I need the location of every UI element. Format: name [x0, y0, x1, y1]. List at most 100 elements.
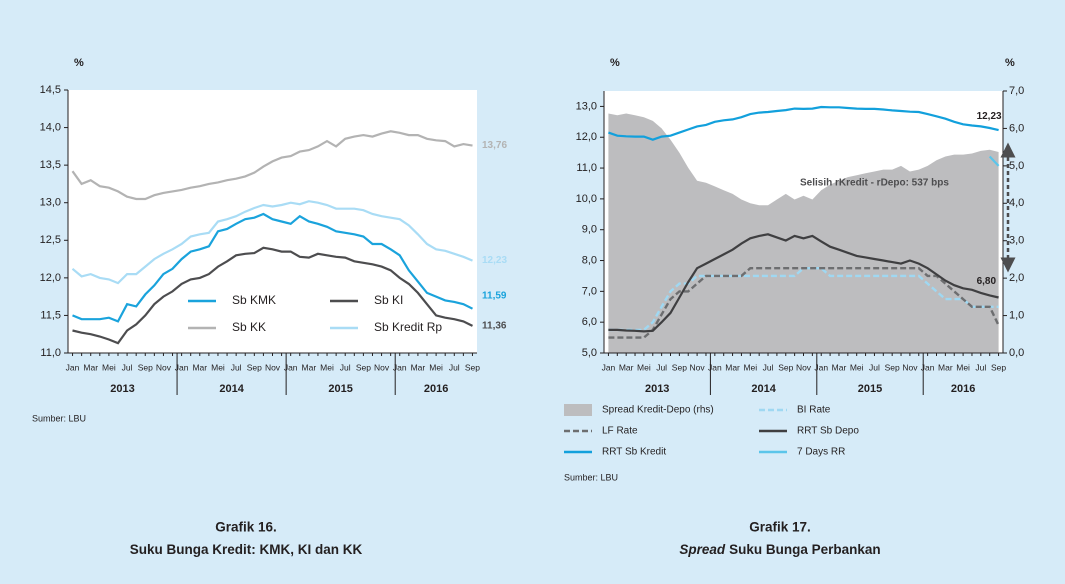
caption-title: Suku Bunga Kredit: KMK, KI dan KK — [130, 542, 363, 557]
y-unit: % — [74, 57, 84, 69]
line — [71, 130, 473, 201]
legend-label: Sb Kredit Rp — [374, 320, 442, 334]
x-tick-label: Mar — [938, 362, 953, 372]
y-tick-label: 12,5 — [40, 234, 61, 246]
caption-title: Spread Suku Bunga Perbankan — [679, 542, 880, 557]
x-tick-label: Sep — [138, 362, 153, 372]
x-tick-label: Sep — [778, 362, 793, 372]
caption-title-italic: Spread — [679, 542, 726, 557]
x-tick-label: Jan — [602, 362, 616, 372]
caption-title-text: Suku Bunga Kredit: KMK, KI dan KK — [130, 542, 363, 557]
area — [608, 113, 999, 353]
year-label: 2015 — [328, 383, 352, 395]
line — [608, 267, 1000, 339]
x-tick-label: Mei — [320, 362, 334, 372]
x-tick-label: Jul — [340, 362, 351, 372]
legend-label: LF Rate — [602, 426, 638, 437]
line — [608, 233, 999, 333]
annotation: Selisih rKredit - rDepo: 537 bps — [800, 178, 949, 189]
end-label: 12,23 — [482, 255, 507, 266]
year-label: 2016 — [951, 383, 975, 395]
y2-tick-label: 7,0 — [1009, 85, 1024, 97]
x-tick-label: Nov — [690, 362, 706, 372]
year-label: 2013 — [645, 383, 669, 395]
y-unit: % — [610, 57, 620, 69]
x-tick-label: Jul — [656, 362, 667, 372]
x-tick-label: Mei — [102, 362, 116, 372]
y-tick-label: 10,0 — [576, 193, 597, 205]
x-tick-label: Mar — [302, 362, 317, 372]
x-tick-label: Mar — [83, 362, 98, 372]
y-tick-label: 13,0 — [40, 197, 61, 209]
y2-tick-label: 4,0 — [1009, 197, 1024, 209]
x-tick-label: Sep — [885, 362, 900, 372]
x-tick-label: Mei — [637, 362, 651, 372]
x-tick-label: Jan — [921, 362, 935, 372]
year-label: 2015 — [858, 383, 882, 395]
x-tick-label: Mei — [850, 362, 864, 372]
x-tick-label: Sep — [465, 362, 480, 372]
plot-area — [68, 90, 477, 353]
x-tick-label: Sep — [247, 362, 262, 372]
x-tick-label: Nov — [374, 362, 390, 372]
y2-tick-label: 5,0 — [1009, 160, 1024, 172]
x-tick-label: Sep — [672, 362, 687, 372]
y-tick-label: 11,5 — [40, 309, 61, 321]
caption-title-text: Suku Bunga Perbankan — [729, 542, 881, 557]
x-tick-label: Jul — [449, 362, 460, 372]
x-tick-label: Jul — [975, 362, 986, 372]
y-tick-label: 8,0 — [582, 254, 597, 266]
year-label: 2016 — [424, 383, 448, 395]
year-label: 2014 — [751, 383, 776, 395]
x-tick-label: Nov — [902, 362, 918, 372]
year-label: 2013 — [110, 383, 134, 395]
y-tick-label: 14,5 — [40, 84, 61, 96]
x-tick-label: Jan — [175, 362, 189, 372]
y-tick-label: 5,0 — [582, 347, 597, 359]
x-tick-label: Sep — [356, 362, 371, 372]
y-tick-label: 14,0 — [40, 121, 61, 133]
y2-tick-label: 1,0 — [1009, 309, 1024, 321]
source: Sumber: LBU — [32, 413, 86, 423]
legend-swatch — [564, 404, 592, 416]
end-label: 13,76 — [482, 140, 507, 151]
legend-label: Sb KI — [374, 293, 403, 307]
end-label: 6,80 — [977, 276, 997, 287]
line — [71, 200, 473, 285]
x-tick-label: Mei — [743, 362, 757, 372]
end-label: 12,23 — [977, 111, 1002, 122]
source: Sumber: LBU — [564, 472, 618, 482]
x-tick-label: Jan — [393, 362, 407, 372]
x-tick-label: Jan — [708, 362, 722, 372]
x-tick-label: Mar — [832, 362, 847, 372]
y2-tick-label: 6,0 — [1009, 122, 1024, 134]
line — [608, 267, 999, 332]
y-tick-label: 12,0 — [576, 131, 597, 143]
y-tick-label: 12,0 — [40, 272, 61, 284]
x-tick-label: Mar — [725, 362, 740, 372]
line — [72, 246, 473, 345]
line — [72, 212, 473, 323]
y-tick-label: 13,5 — [40, 159, 61, 171]
x-tick-label: Jan — [284, 362, 298, 372]
x-tick-label: Sep — [991, 362, 1006, 372]
x-tick-label: Mar — [411, 362, 426, 372]
legend-label: BI Rate — [797, 405, 831, 416]
y-tick-label: 9,0 — [582, 224, 597, 236]
y2-tick-label: 0,0 — [1009, 347, 1024, 359]
x-tick-label: Mar — [192, 362, 207, 372]
legend-label: RRT Sb Kredit — [602, 447, 666, 458]
y-tick-label: 7,0 — [582, 285, 597, 297]
y2-tick-label: 3,0 — [1009, 235, 1024, 247]
x-tick-label: Nov — [796, 362, 812, 372]
legend-label: Spread Kredit-Depo (rhs) — [602, 405, 714, 416]
x-tick-label: Jan — [66, 362, 80, 372]
line — [608, 105, 999, 141]
end-label: 11,59 — [482, 290, 507, 301]
year-label: 2014 — [219, 383, 244, 395]
y2-unit: % — [1005, 57, 1015, 69]
legend-label: RRT Sb Depo — [797, 426, 859, 437]
x-tick-label: Mei — [211, 362, 225, 372]
x-tick-label: Jul — [231, 362, 242, 372]
